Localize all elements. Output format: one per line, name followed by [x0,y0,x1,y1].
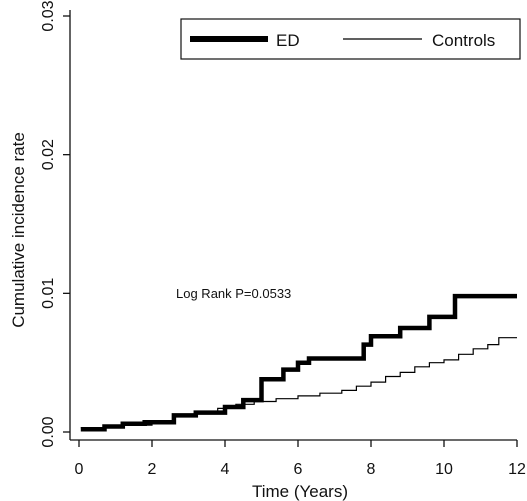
legend-label-controls: Controls [432,31,495,50]
x-tick-label: 4 [221,461,230,478]
x-tick-label: 10 [435,461,453,478]
x-tick-label: 12 [508,461,526,478]
y-tick-label: 0.01 [40,278,57,309]
y-tick-label: 0.02 [40,139,57,170]
legend: ED Controls [180,18,521,60]
series-line-ed [80,293,517,432]
legend-label-ed: ED [276,31,300,50]
x-tick-label: 2 [148,461,157,478]
log-rank-annotation: Log Rank P=0.0533 [176,286,291,301]
x-tick-label: 6 [294,461,303,478]
y-tick-label: 0.00 [40,416,57,447]
x-tick-label: 0 [75,461,84,478]
x-tick-label: 8 [367,461,376,478]
y-tick-label: 0.03 [40,0,57,31]
axes: 0 2 4 6 8 10 12 0.00 0.01 0.02 0.03 [40,0,526,478]
series-line-controls [80,337,517,429]
series-layer [80,293,517,432]
y-axis-title: Cumulative incidence rate [9,132,28,328]
x-axis-title: Time (Years) [252,482,348,501]
